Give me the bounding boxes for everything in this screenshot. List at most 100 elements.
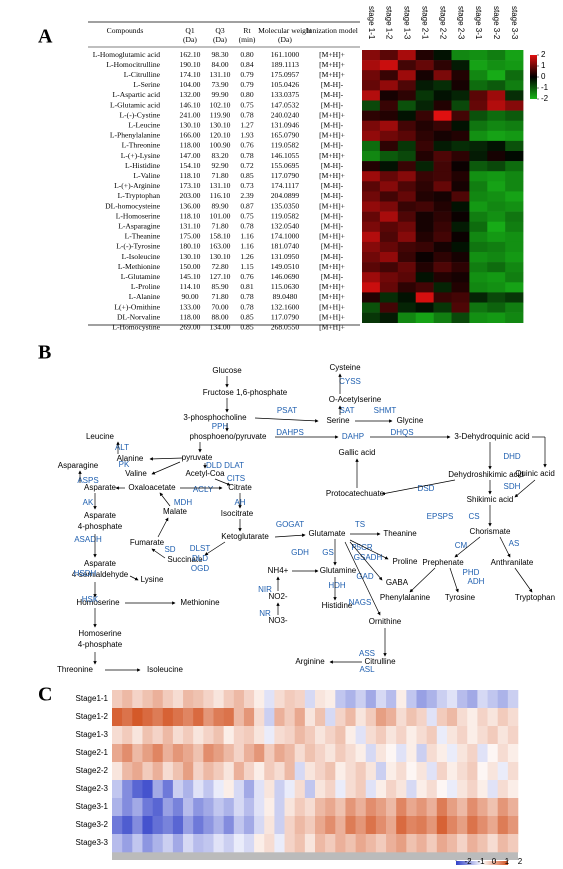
heatmap-cell xyxy=(436,762,448,781)
table-cell: L-Glutamic acid xyxy=(110,100,160,109)
heatmap-cell xyxy=(325,726,336,745)
table-cell: 0.75 xyxy=(240,100,253,109)
table-cell: [M+H]+ xyxy=(319,282,345,291)
heatmap-cell xyxy=(315,762,326,781)
heatmap-cell xyxy=(415,252,434,263)
heatmap-cell xyxy=(355,744,367,763)
table-cell: 147.0532 xyxy=(271,100,300,109)
table-cell: 118.10 xyxy=(180,211,201,220)
heatmap-cell xyxy=(436,726,448,745)
heatmap-cell xyxy=(172,780,184,799)
table-cell: L-Homocitrulline xyxy=(106,60,160,69)
heatmap-cell xyxy=(345,690,356,709)
arrow xyxy=(129,575,139,581)
heatmap-cell xyxy=(467,708,478,727)
heatmap-cell xyxy=(254,708,265,727)
heatmap-cell xyxy=(397,272,416,283)
heatmap-cell xyxy=(379,282,399,293)
heatmap-cell xyxy=(451,120,470,132)
metabolite: Glucose xyxy=(212,366,242,375)
table-cell: 130.10 xyxy=(210,121,231,130)
colorbar-label: 2 xyxy=(518,857,523,866)
heatmap-cell xyxy=(433,151,452,162)
metabolite: Arginine xyxy=(295,657,325,666)
table-cell: 163.00 xyxy=(210,242,231,251)
heatmap-cell xyxy=(446,762,458,781)
heatmap-cell xyxy=(451,302,470,313)
heatmap-cell xyxy=(457,798,468,817)
table-cell: L-(-)-Tyrosine xyxy=(116,242,160,251)
enzyme: PHD xyxy=(463,568,480,577)
heatmap-cell xyxy=(362,282,381,293)
table-cell: [M-H]- xyxy=(321,191,344,200)
heatmap-cell xyxy=(223,708,235,727)
enzyme: NR xyxy=(259,609,271,618)
enzyme: P5CR xyxy=(351,543,373,552)
arrow xyxy=(344,541,381,616)
heatmap-cell xyxy=(379,90,399,101)
metabolite: Chorismate xyxy=(470,527,511,536)
heatmap-cell xyxy=(213,798,224,817)
heatmap-cell xyxy=(396,798,407,817)
metabolite: Citrulline xyxy=(364,657,396,666)
heatmap-cell xyxy=(284,780,295,799)
metabolite: Homoserine xyxy=(76,598,120,607)
table-cell: [M-H]- xyxy=(321,242,344,251)
heatmap-cell xyxy=(365,816,377,835)
row-label: Stage1-1 xyxy=(76,694,109,703)
heatmap-cell xyxy=(122,744,133,763)
heatmap-cell xyxy=(505,241,524,253)
heatmap-cell xyxy=(505,282,524,293)
heatmap-cell xyxy=(203,690,214,709)
heatmap-cell xyxy=(386,762,397,781)
heatmap-cell xyxy=(304,708,316,727)
heatmap-cell xyxy=(487,302,506,313)
heatmap-cell xyxy=(397,312,416,323)
heatmap-cell xyxy=(386,834,397,853)
heatmap-cell xyxy=(294,780,306,799)
table-cell: [M+H]+ xyxy=(319,312,345,321)
heatmap-cell xyxy=(451,241,470,253)
heatmap-cell xyxy=(172,834,184,853)
colorbar-label: 2 xyxy=(541,50,546,59)
heatmap-cell xyxy=(193,762,204,781)
heatmap-cell xyxy=(213,762,224,781)
table-cell: 269.00 xyxy=(180,323,201,332)
heatmap-cell xyxy=(487,690,498,709)
heatmap-cell xyxy=(362,302,381,313)
heatmap-cell xyxy=(436,816,448,835)
panel-label: B xyxy=(38,342,51,364)
heatmap-cell xyxy=(213,708,224,727)
heatmap-cell xyxy=(304,690,316,709)
heatmap-cell xyxy=(112,726,123,745)
table-cell: 116.10 xyxy=(210,191,231,200)
heatmap-cell xyxy=(477,726,488,745)
enzyme: AK xyxy=(83,498,94,507)
heatmap-cell xyxy=(203,780,214,799)
heatmap-cell xyxy=(505,221,524,233)
metabolite: NO2- xyxy=(268,592,287,601)
heatmap-cell xyxy=(379,171,399,182)
table-cell: 2.39 xyxy=(240,191,253,200)
heatmap-cell xyxy=(325,816,336,835)
heatmap-cell xyxy=(415,70,434,81)
heatmap-cell xyxy=(254,744,265,763)
table-cell: L-Homoglutamic acid xyxy=(93,50,160,59)
heatmap-cell xyxy=(365,726,377,745)
heatmap-cell xyxy=(284,744,295,763)
table-cell: 145.10 xyxy=(180,272,201,281)
heatmap-cell xyxy=(426,780,438,799)
heatmap-cell xyxy=(284,798,295,817)
table-cell: L-Leucine xyxy=(128,121,160,130)
heatmap-cell xyxy=(162,708,174,727)
heatmap-cell xyxy=(362,80,381,91)
heatmap-cell xyxy=(362,70,381,81)
metabolite: NH4+ xyxy=(268,566,289,575)
table-cell: 0.87 xyxy=(240,201,253,210)
heatmap-cell xyxy=(507,708,519,727)
heatmap-cell xyxy=(362,161,381,172)
heatmap-cell xyxy=(433,70,452,81)
heatmap-cell xyxy=(451,272,470,283)
heatmap-cell xyxy=(254,834,265,853)
heatmap-cell xyxy=(243,744,255,763)
